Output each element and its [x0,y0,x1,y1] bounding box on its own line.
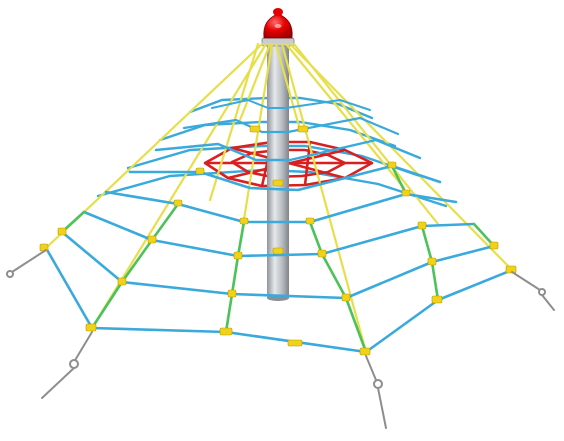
top-cap [263,8,293,39]
front-net-rings [44,99,514,354]
ground-anchors [6,249,555,429]
green-rungs [60,164,496,354]
net-connectors [39,125,517,356]
